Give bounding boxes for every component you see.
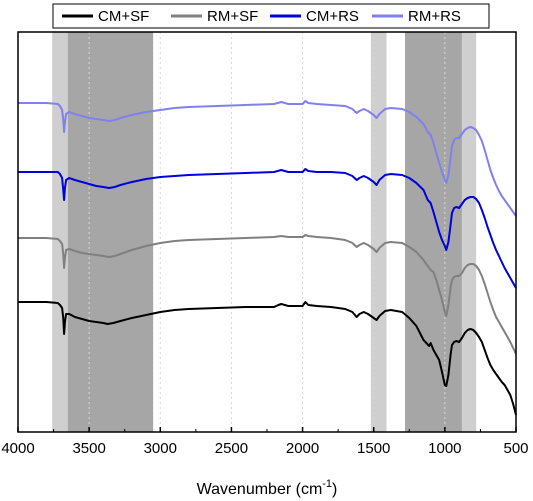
series-line-cm-sf xyxy=(18,301,517,416)
x-tick-label-1000: 1000 xyxy=(428,440,461,457)
series-line-rm-sf xyxy=(18,234,517,355)
x-tick-label-1500: 1500 xyxy=(357,440,390,457)
shaded-band-1 xyxy=(52,32,68,432)
shaded-band-4 xyxy=(405,32,462,432)
legend-label-1: CM+SF xyxy=(98,8,149,25)
legend-label-2: RM+SF xyxy=(207,8,258,25)
shaded-band-5 xyxy=(461,32,477,432)
series-lines xyxy=(18,100,517,416)
x-axis-title: Wavenumber (cm-1) xyxy=(197,478,338,498)
x-axis-title-superscript: -1 xyxy=(322,478,332,490)
x-axis-title-text: Wavenumber (cm xyxy=(197,481,323,498)
x-axis-ticks xyxy=(17,427,517,432)
series-line-rm-rs xyxy=(18,100,517,217)
x-tick-label-2000: 2000 xyxy=(286,440,319,457)
x-tick-label-3500: 3500 xyxy=(72,440,105,457)
vertical-grid xyxy=(88,32,446,432)
x-tick-label-3000: 3000 xyxy=(144,440,177,457)
shaded-band-3 xyxy=(370,32,387,432)
shaded-bands xyxy=(52,32,477,432)
x-tick-label-2500: 2500 xyxy=(215,440,248,457)
shaded-band-2 xyxy=(67,32,154,432)
legend: CM+SF RM+SF CM+RS RM+RS xyxy=(52,3,490,29)
x-tick-label-4000: 4000 xyxy=(1,440,34,457)
legend-label-4: RM+RS xyxy=(408,8,461,25)
x-tick-label-500: 500 xyxy=(503,440,528,457)
series-line-cm-rs xyxy=(18,168,517,289)
x-axis-title-close: ) xyxy=(332,481,337,498)
x-axis-tick-labels: 4000 3500 3000 2500 2000 1500 1000 500 xyxy=(1,440,528,457)
legend-label-3: CM+RS xyxy=(306,8,359,25)
